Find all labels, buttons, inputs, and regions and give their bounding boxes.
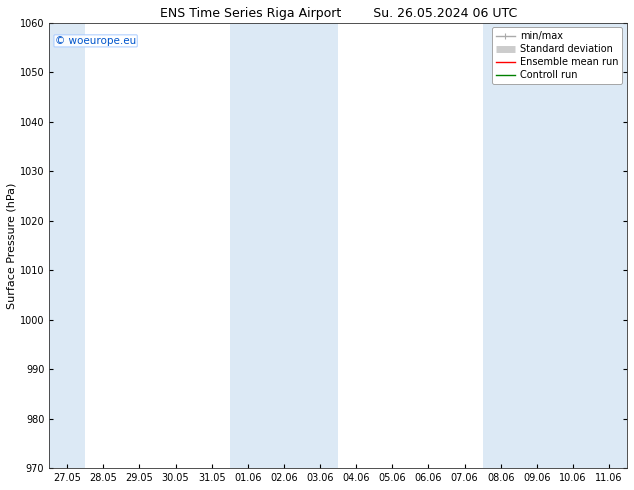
- Bar: [49, 23, 86, 468]
- Legend: min/max, Standard deviation, Ensemble mean run, Controll run: min/max, Standard deviation, Ensemble me…: [491, 27, 622, 84]
- Bar: [555, 23, 627, 468]
- Y-axis label: Surface Pressure (hPa): Surface Pressure (hPa): [7, 182, 17, 309]
- Bar: [230, 23, 338, 468]
- Text: © woeurope.eu: © woeurope.eu: [55, 36, 136, 46]
- Bar: [482, 23, 555, 468]
- Title: ENS Time Series Riga Airport        Su. 26.05.2024 06 UTC: ENS Time Series Riga Airport Su. 26.05.2…: [160, 7, 517, 20]
